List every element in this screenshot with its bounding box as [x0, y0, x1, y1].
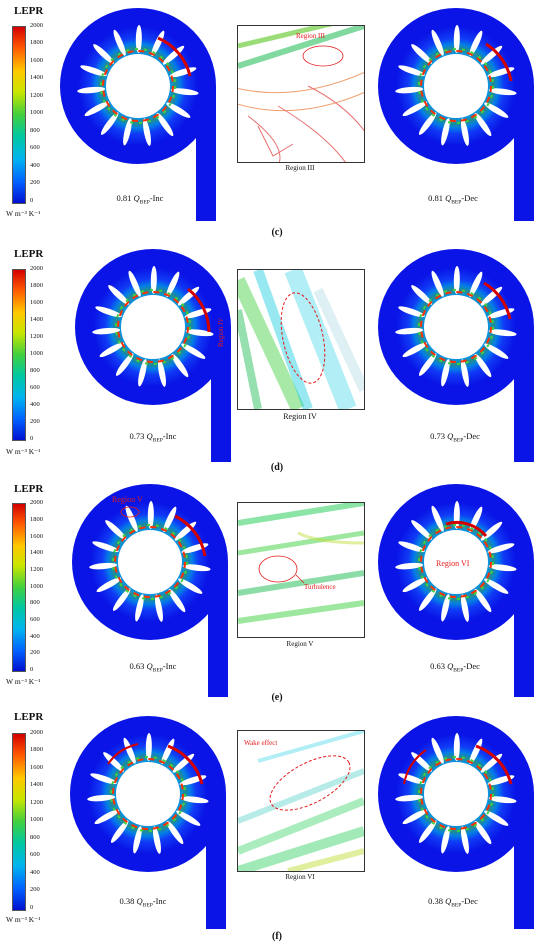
caption-right: 0.73 QBEP-Dec: [430, 431, 480, 444]
pump-contour-left: Region IV: [73, 247, 238, 462]
colorbar-unit: W m⁻³ K⁻¹: [6, 447, 41, 456]
colorbar-tick: 1800: [30, 746, 43, 753]
colorbar-tick: 600: [30, 384, 40, 391]
colorbar-tick: 2000: [30, 265, 43, 272]
colorbar-tick: 600: [30, 616, 40, 623]
annotation-wake-effect: Wake effect: [244, 739, 277, 747]
caption-left: 0.73 QBEP-Inc: [129, 431, 177, 444]
annotation-region-v: Region V: [112, 495, 143, 504]
colorbar-tick: 0: [30, 435, 34, 442]
panel-label: (c): [271, 227, 283, 238]
colorbar-tick: 1400: [30, 74, 43, 81]
annotation-region-vi: Region VI: [436, 559, 470, 568]
region-caption: Region VI: [285, 873, 315, 881]
colorbar: [12, 733, 26, 911]
caption-right: 0.38 QBEP-Dec: [428, 896, 478, 909]
colorbar-tick: 800: [30, 599, 40, 606]
colorbar-tick: 1600: [30, 299, 43, 306]
colorbar-tick: 2000: [30, 22, 43, 29]
pump-contour-right: [376, 247, 541, 462]
zoom-region-v: Turbulence: [237, 502, 365, 638]
colorbar-tick: 1800: [30, 39, 43, 46]
colorbar-tick: 2000: [30, 729, 43, 736]
caption-right: 0.81 QBEP-Dec: [428, 193, 478, 206]
colorbar-tick: 200: [30, 179, 40, 186]
zoom-region-iv: [237, 269, 365, 410]
panel-label: (f): [272, 931, 282, 942]
colorbar-title: LEPR: [14, 711, 44, 723]
colorbar-tick: 1800: [30, 282, 43, 289]
colorbar-unit: W m⁻³ K⁻¹: [6, 209, 41, 218]
colorbar-tick: 0: [30, 666, 34, 673]
colorbar-tick: 1000: [30, 350, 43, 357]
annotation-turbulence: Turbulence: [304, 583, 336, 591]
colorbar-tick: 0: [30, 197, 34, 204]
panel-c: LEPR 2000 1800 1600 1400 1200 1000 800 6…: [0, 0, 550, 242]
colorbar-tick: 1400: [30, 549, 43, 556]
caption-left: 0.63 QBEP-Inc: [129, 661, 177, 674]
caption-left: 0.81 QBEP-Inc: [116, 193, 164, 206]
panel-f: LEPR 2000 1800 1600 1400 1200 1000 800 6…: [0, 708, 550, 951]
pump-contour-right: [376, 6, 541, 221]
colorbar-tick: 1600: [30, 533, 43, 540]
colorbar-unit: W m⁻³ K⁻¹: [6, 677, 41, 686]
colorbar-unit: W m⁻³ K⁻¹: [6, 915, 41, 924]
colorbar-tick: 1400: [30, 781, 43, 788]
annotation-region-iv: Region IV: [217, 318, 225, 347]
colorbar-tick: 0: [30, 904, 34, 911]
colorbar-title: LEPR: [14, 483, 44, 495]
region-caption: Region III: [285, 164, 315, 172]
colorbar-tick: 200: [30, 649, 40, 656]
colorbar-tick: 800: [30, 834, 40, 841]
pump-contour-left: [58, 6, 223, 221]
pump-contour-right: Region VI: [376, 482, 541, 697]
caption-left: 0.38 QBEP-Inc: [119, 896, 167, 909]
pump-contour-right: [376, 714, 541, 929]
caption-right: 0.63 QBEP-Dec: [430, 661, 480, 674]
pump-contour-left: Region V: [70, 482, 235, 697]
colorbar-title: LEPR: [14, 248, 44, 260]
panel-d: LEPR 2000 1800 1600 1400 1200 1000 800 6…: [0, 245, 550, 485]
colorbar-tick: 200: [30, 418, 40, 425]
colorbar-tick: 800: [30, 367, 40, 374]
zoom-region-iii: Region III: [237, 25, 365, 163]
colorbar-tick: 600: [30, 144, 40, 151]
colorbar-tick: 1200: [30, 566, 43, 573]
colorbar-tick: 400: [30, 633, 40, 640]
zoom-region-vi: Wake effect: [237, 730, 365, 872]
colorbar-tick: 1200: [30, 799, 43, 806]
panel-e: LEPR 2000 1800 1600 1400 1200 1000 800 6…: [0, 480, 550, 712]
colorbar-tick: 1000: [30, 816, 43, 823]
panel-label: (e): [271, 692, 283, 703]
annotation-region-iii: Region III: [296, 32, 326, 40]
colorbar-tick: 1200: [30, 92, 43, 99]
colorbar-tick: 1600: [30, 57, 43, 64]
panel-label: (d): [270, 462, 284, 473]
colorbar-tick: 1000: [30, 583, 43, 590]
colorbar-tick: 1000: [30, 109, 43, 116]
colorbar-tick: 2000: [30, 499, 43, 506]
colorbar-tick: 1400: [30, 316, 43, 323]
colorbar-tick: 400: [30, 162, 40, 169]
region-caption: Region V: [286, 640, 314, 648]
region-caption: Region IV: [283, 412, 317, 421]
colorbar-tick: 1800: [30, 516, 43, 523]
colorbar-tick: 800: [30, 127, 40, 134]
colorbar-tick: 400: [30, 401, 40, 408]
colorbar: [12, 503, 26, 672]
colorbar-tick: 1600: [30, 764, 43, 771]
colorbar-tick: 200: [30, 886, 40, 893]
colorbar-title: LEPR: [14, 5, 44, 17]
colorbar-tick: 600: [30, 851, 40, 858]
colorbar-tick: 1200: [30, 333, 43, 340]
colorbar: [12, 269, 26, 441]
pump-contour-left: [68, 714, 233, 929]
colorbar: [12, 26, 26, 204]
colorbar-tick: 400: [30, 869, 40, 876]
